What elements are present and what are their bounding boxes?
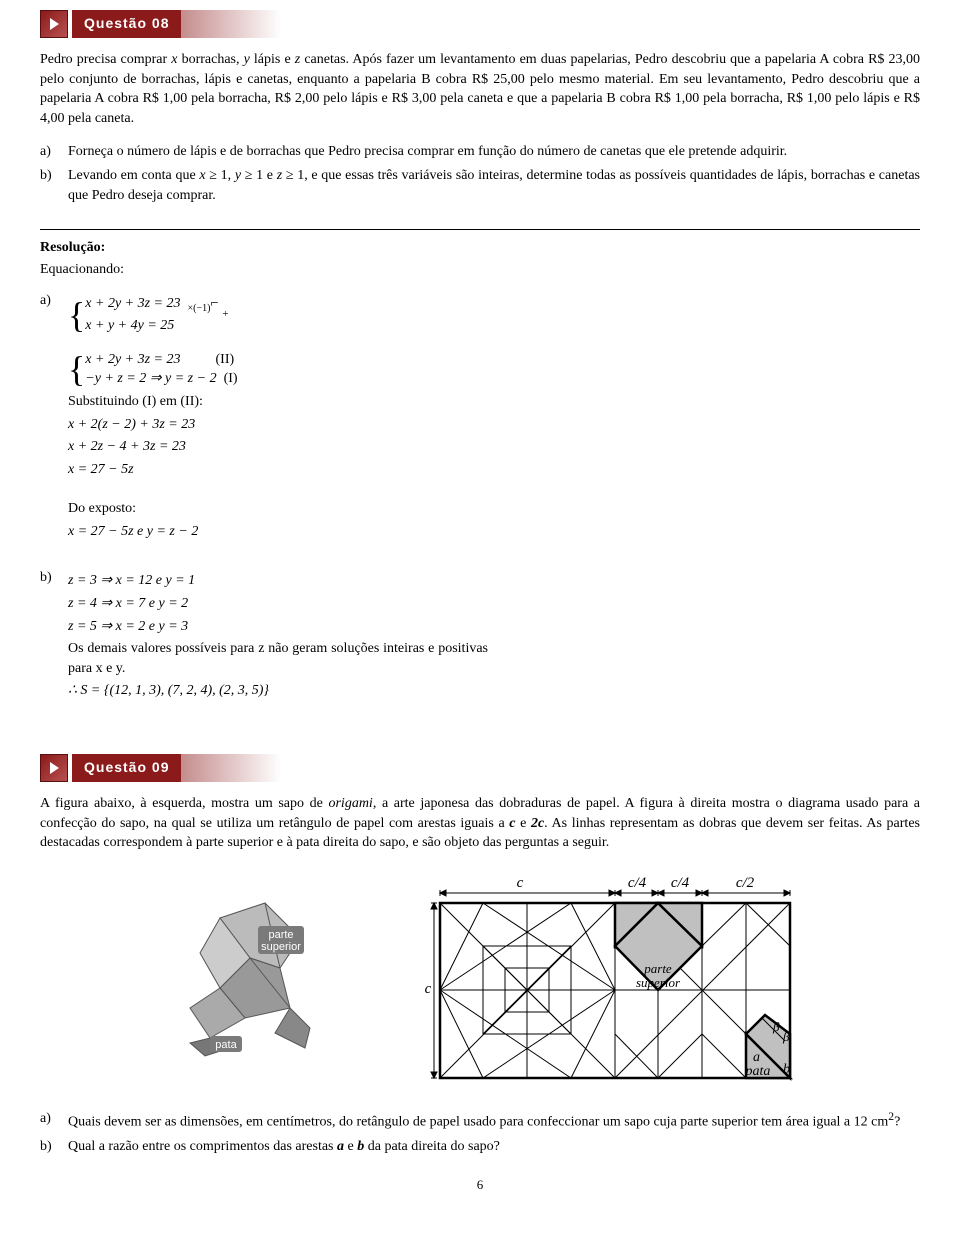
arrow-icon bbox=[40, 10, 68, 38]
eq5: x = 27 − 5z bbox=[68, 460, 920, 480]
q9-item-a: a) Quais devem ser as dimensões, em cent… bbox=[40, 1109, 920, 1132]
q9-a-text: Quais devem ser as dimensões, em centíme… bbox=[68, 1109, 920, 1132]
resolution-sub: Equacionando: bbox=[40, 260, 920, 280]
marker-b: b) bbox=[40, 166, 68, 205]
svg-text:c/4: c/4 bbox=[628, 875, 647, 891]
origami-figure: parte superior pata bbox=[150, 898, 350, 1065]
q9-marker-b: b) bbox=[40, 1137, 68, 1157]
q9-item-b: b) Qual a razão entre os comprimentos da… bbox=[40, 1137, 920, 1157]
svg-text:superior: superior bbox=[636, 975, 681, 990]
svg-text:c/2: c/2 bbox=[736, 875, 755, 891]
svg-text:superior: superior bbox=[261, 941, 301, 953]
page-number: 6 bbox=[40, 1176, 920, 1194]
resolution-title: Resolução: bbox=[40, 238, 920, 258]
res-a-marker: a) bbox=[40, 291, 68, 544]
marker-a: a) bbox=[40, 142, 68, 162]
header-fade bbox=[181, 10, 281, 38]
res-b: b) z = 3 ⇒ x = 12 e y = 1 z = 4 ⇒ x = 7 … bbox=[40, 568, 920, 704]
eq-system-2: { x + 2y + 3z = 23 (II) −y + z = 2 ⇒ y =… bbox=[68, 350, 920, 389]
q8-item-a: a) Forneça o número de lápis e de borrac… bbox=[40, 142, 920, 162]
res-b-marker: b) bbox=[40, 568, 68, 704]
q9-marker-a: a) bbox=[40, 1109, 68, 1132]
eq3: x + 2(z − 2) + 3z = 23 bbox=[68, 415, 920, 435]
label-parte-sup: parte bbox=[268, 929, 293, 941]
sub-label: Substituindo (I) em (II): bbox=[68, 392, 920, 412]
divider bbox=[40, 229, 920, 230]
question-09-header: Questão 09 bbox=[40, 754, 920, 782]
q9-b-text: Qual a razão entre os comprimentos das a… bbox=[68, 1137, 920, 1157]
svg-text:c: c bbox=[517, 875, 524, 891]
b1: z = 3 ⇒ x = 12 e y = 1 bbox=[68, 571, 920, 591]
exposto: Do exposto: bbox=[68, 499, 920, 519]
fold-diagram: c c/4 c/4 c/2 c bbox=[390, 873, 810, 1090]
question-08-label: Questão 08 bbox=[72, 10, 181, 38]
arrow-icon bbox=[40, 754, 68, 782]
eq-system-1: { x + 2y + 3z = 23 ×(−1)⌐ x + y + 4y = 2… bbox=[68, 294, 920, 335]
q8-b-text: Levando em conta que x ≥ 1, y ≥ 1 e z ≥ … bbox=[68, 166, 920, 205]
header-fade bbox=[181, 754, 281, 782]
q8-intro: Pedro precisa comprar x borrachas, y láp… bbox=[40, 50, 920, 128]
svg-text:parte: parte bbox=[643, 961, 672, 976]
eq4: x + 2z − 4 + 3z = 23 bbox=[68, 437, 920, 457]
eq6: x = 27 − 5z e y = z − 2 bbox=[68, 522, 920, 542]
svg-text:pata: pata bbox=[745, 1064, 771, 1079]
question-09-label: Questão 09 bbox=[72, 754, 181, 782]
label-pata: pata bbox=[215, 1039, 237, 1051]
b-note: Os demais valores possíveis para z não g… bbox=[68, 639, 488, 678]
svg-text:β: β bbox=[782, 1029, 790, 1044]
b3: z = 5 ⇒ x = 2 e y = 3 bbox=[68, 617, 920, 637]
svg-text:a: a bbox=[753, 1050, 760, 1065]
svg-text:c: c bbox=[425, 981, 432, 997]
q8-item-b: b) Levando em conta que x ≥ 1, y ≥ 1 e z… bbox=[40, 166, 920, 205]
q8-a-text: Forneça o número de lápis e de borrachas… bbox=[68, 142, 920, 162]
res-a: a) { x + 2y + 3z = 23 ×(−1)⌐ x + y + 4y … bbox=[40, 291, 920, 544]
svg-text:b: b bbox=[783, 1062, 790, 1077]
question-08-header: Questão 08 bbox=[40, 10, 920, 38]
svg-text:c/4: c/4 bbox=[671, 875, 690, 891]
q9-intro: A figura abaixo, à esquerda, mostra um s… bbox=[40, 794, 920, 853]
diagram-row: parte superior pata c c/4 c/4 c/2 bbox=[40, 873, 920, 1090]
b-sol: ∴ S = {(12, 1, 3), (7, 2, 4), (2, 3, 5)} bbox=[68, 681, 920, 701]
b2: z = 4 ⇒ x = 7 e y = 2 bbox=[68, 594, 920, 614]
